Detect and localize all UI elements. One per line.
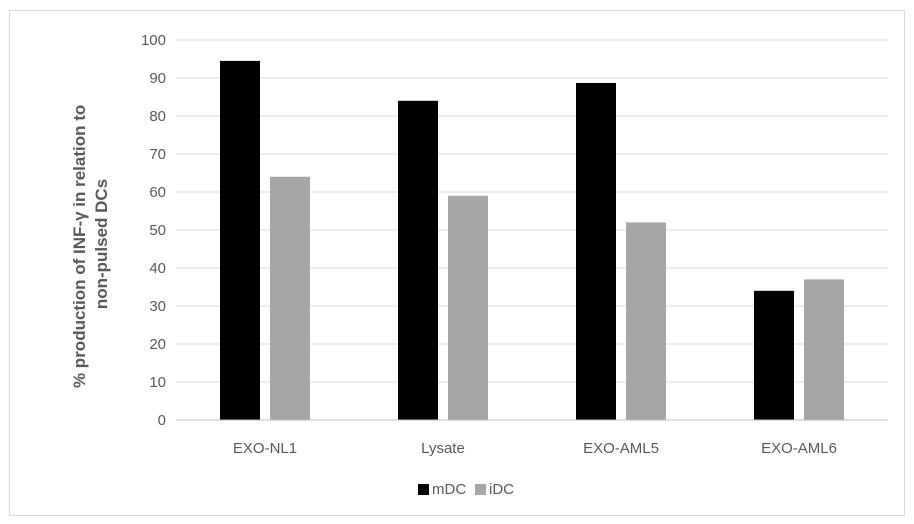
x-axis-categories: EXO-NL1 Lysate EXO-AML5 EXO-AML6	[233, 440, 837, 457]
bar-mdc-exo-nl1	[220, 60, 260, 421]
legend-label-mdc: mDC	[432, 481, 466, 498]
y-tick-label: 90	[149, 70, 166, 87]
x-category-label: EXO-NL1	[233, 440, 297, 457]
bar-mdc-exo-aml5	[576, 82, 616, 420]
legend-label-idc: iDC	[489, 481, 514, 498]
y-tick-label: 10	[149, 374, 166, 391]
y-tick-label: 30	[149, 298, 166, 315]
y-tick-label: 100	[141, 32, 166, 49]
bar-idc-lysate	[448, 195, 488, 420]
y-tick-label: 70	[149, 146, 166, 163]
bar-idc-exo-aml5	[626, 222, 666, 420]
y-tick-label: 60	[149, 184, 166, 201]
y-axis-label-line-1: % production of INF-γ in relation to	[70, 105, 89, 388]
x-category-label: EXO-AML5	[583, 440, 659, 457]
bar-mdc-lysate	[398, 100, 438, 421]
legend-swatch-idc	[475, 484, 486, 495]
x-category-label: EXO-AML6	[761, 440, 837, 457]
bar-mdc-exo-aml6	[754, 290, 794, 420]
legend: mDC iDC	[418, 481, 514, 498]
y-tick-label: 50	[149, 222, 166, 239]
y-axis-label: % production of INF-γ in relation to non…	[70, 100, 111, 388]
bar-idc-exo-aml6	[804, 279, 844, 420]
y-tick-label: 40	[149, 260, 166, 277]
y-axis-ticks: 0 10 20 30 40 50 60 70 80 90 100	[141, 32, 166, 429]
y-tick-label: 20	[149, 336, 166, 353]
x-category-label: Lysate	[421, 440, 465, 457]
y-tick-label: 80	[149, 108, 166, 125]
legend-swatch-mdc	[418, 484, 429, 495]
y-axis-label-line-2: non-pulsed DCs	[92, 179, 111, 309]
y-tick-label: 0	[158, 412, 166, 429]
bar-idc-exo-nl1	[270, 176, 310, 420]
bars	[220, 60, 844, 421]
